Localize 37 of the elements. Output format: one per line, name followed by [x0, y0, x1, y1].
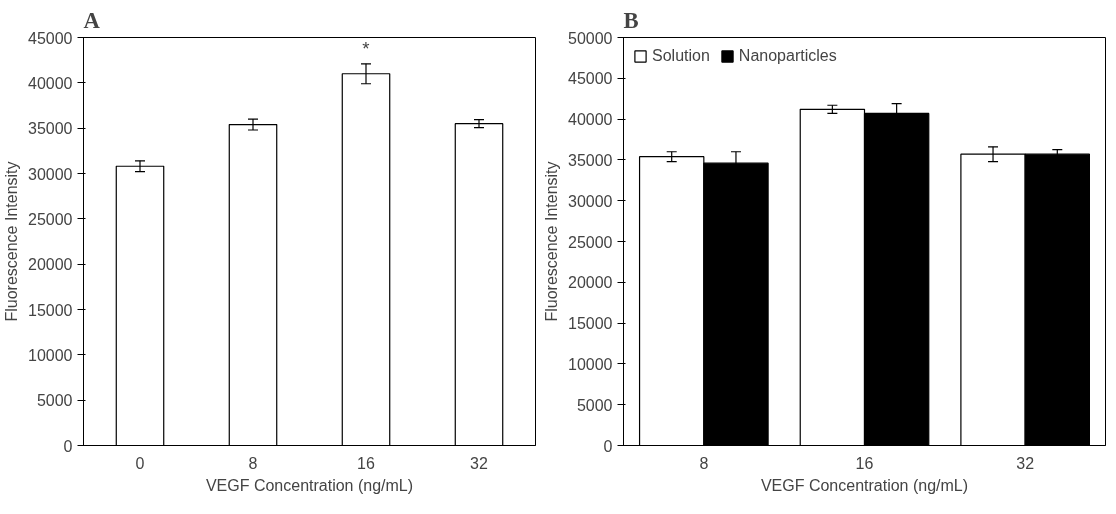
x-axis-title: VEGF Concentration (ng/mL): [205, 476, 414, 494]
y-tick-label: 35000: [568, 151, 613, 169]
x-tick-label: 8: [248, 454, 258, 472]
y-tick-label: 5000: [576, 396, 613, 414]
y-tick-label: 30000: [568, 192, 613, 210]
x-axis-title: VEGF Concentration (ng/mL): [760, 476, 969, 494]
y-tick-label: 0: [603, 437, 613, 455]
annotation: *: [362, 38, 370, 60]
x-tick-label: 8: [699, 454, 709, 472]
y-tick-label: 10000: [568, 355, 613, 373]
chart-title: B: [623, 7, 639, 33]
x-tick-label: 32: [470, 454, 488, 472]
y-tick-label: 45000: [28, 29, 73, 47]
y-tick-label: 10000: [28, 346, 73, 364]
y-tick-label: 25000: [28, 210, 73, 228]
legend-label: Solution: [652, 47, 710, 65]
y-tick-label: 0: [63, 437, 73, 455]
y-tick-label: 25000: [568, 233, 613, 251]
x-tick-label: 0: [135, 454, 145, 472]
y-tick-label: 20000: [28, 256, 73, 274]
x-tick-label: 16: [855, 454, 874, 472]
y-tick-label: 20000: [568, 274, 613, 292]
x-tick-label: 32: [1016, 454, 1035, 472]
y-axis-title: Fluorescence Intensity: [543, 161, 561, 322]
y-tick-label: 35000: [28, 120, 73, 138]
y-tick-label: 5000: [36, 392, 73, 410]
x-tick-label: 16: [357, 454, 375, 472]
y-tick-label: 45000: [568, 70, 613, 88]
y-tick-label: 50000: [568, 29, 613, 47]
y-axis-title: Fluorescence Intensity: [3, 161, 21, 322]
legend-label: Nanoparticles: [738, 47, 837, 65]
y-tick-label: 40000: [568, 111, 613, 129]
y-tick-label: 15000: [568, 315, 613, 333]
chart-title: A: [83, 7, 101, 33]
y-tick-label: 40000: [28, 74, 73, 92]
y-tick-label: 15000: [28, 301, 73, 319]
y-tick-label: 30000: [28, 165, 73, 183]
